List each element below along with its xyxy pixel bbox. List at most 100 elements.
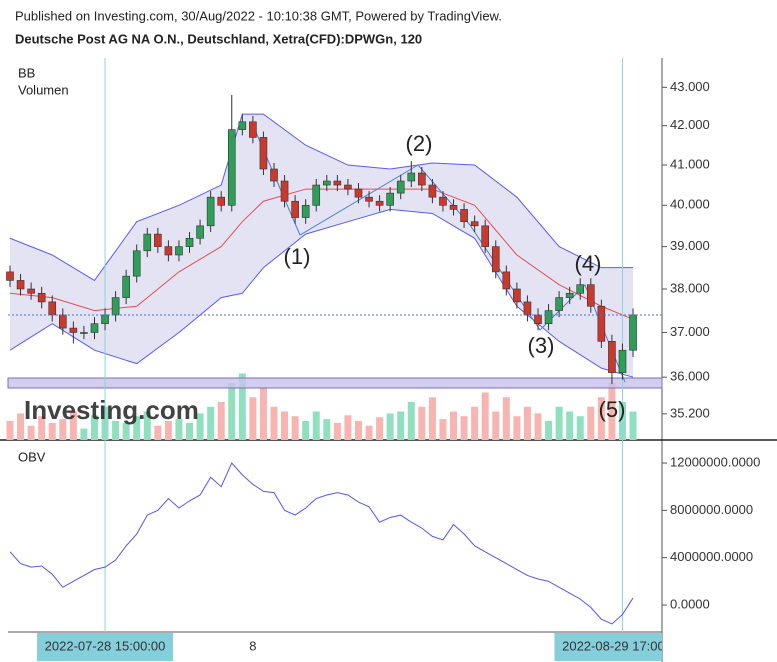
volume-bar: [460, 416, 468, 440]
candle-body: [58, 314, 67, 329]
candle-body: [90, 323, 99, 333]
volume-bar: [376, 417, 384, 440]
indicator-label: Volumen: [18, 82, 69, 97]
y-tick-label: 0.0000: [670, 596, 710, 611]
candle-body: [259, 137, 268, 170]
y-tick-label: 40.000: [670, 197, 710, 212]
volume-bar: [450, 411, 458, 440]
candle-body: [101, 314, 109, 324]
volume-bar: [418, 406, 426, 440]
y-tick-label: 8000000.0000: [670, 502, 753, 517]
volume-bar: [629, 411, 637, 440]
volume-bar: [566, 411, 574, 440]
y-tick-label: 35.200: [670, 405, 710, 420]
wave-label: (3): [528, 333, 555, 358]
candle-body: [470, 221, 479, 227]
candle-body: [206, 196, 215, 227]
volume-bar: [270, 406, 278, 440]
watermark: Investing.com: [24, 395, 199, 425]
candle-body: [365, 196, 373, 202]
volume-bar: [397, 411, 405, 440]
volume-bar: [333, 422, 341, 440]
volume-bar: [112, 421, 120, 440]
volume-bar: [344, 415, 352, 440]
candle-body: [80, 332, 88, 334]
candle-body: [143, 233, 152, 252]
candle-body: [354, 188, 363, 198]
volume-bar: [545, 421, 553, 440]
candle-body: [175, 246, 183, 256]
y-tick-label: 36.000: [670, 369, 710, 384]
candle-body: [608, 341, 616, 373]
obv-line: [9, 462, 634, 625]
candle-body: [196, 225, 204, 239]
volume-bar: [555, 406, 563, 440]
volume-bar: [6, 421, 14, 440]
band-lower: [9, 208, 634, 378]
volume-bar: [492, 411, 500, 440]
candle-body: [629, 314, 637, 351]
candle-body: [481, 225, 490, 247]
volume-bar: [38, 416, 46, 440]
volume-bar: [133, 416, 141, 440]
x-tick-label: 2022-07-28 15:00:00: [45, 638, 166, 653]
candle-body: [122, 275, 130, 298]
y-tick-label: 43.000: [670, 79, 710, 94]
volume-bar: [69, 411, 77, 440]
chart-title: Deutsche Post AG NA O.N., Deutschland, X…: [15, 31, 422, 46]
volume-bar: [576, 416, 584, 440]
candle-body: [164, 246, 173, 256]
candle-body: [16, 280, 25, 290]
volume-bar: [365, 425, 373, 440]
obv-label: OBV: [18, 449, 46, 464]
wave-label: (1): [284, 244, 311, 269]
candle-body: [217, 196, 225, 206]
candle-body: [69, 327, 78, 333]
volume-bar: [207, 406, 215, 440]
candle-body: [6, 271, 14, 281]
candle-body: [185, 237, 194, 247]
candle-body: [227, 129, 236, 206]
candle-body: [27, 288, 35, 294]
volume-bar: [186, 422, 194, 440]
candle-body: [534, 314, 542, 324]
volume-bar: [407, 402, 415, 440]
candle-body: [565, 292, 574, 298]
candle-body: [238, 121, 247, 130]
candle-body: [291, 200, 299, 218]
x-label-box: [37, 633, 174, 661]
candle-body: [523, 301, 532, 316]
volume-bar: [143, 411, 151, 440]
x-label-box: [554, 633, 662, 661]
volume-bar: [90, 415, 98, 440]
volume-bar: [217, 402, 225, 440]
candle-body: [249, 121, 257, 138]
candle-body: [491, 246, 500, 273]
volume-bar: [428, 397, 436, 440]
plot: Investing.com 43.000 42.000 41.000 40.000 39.…: [6, 58, 760, 661]
wave-label: (4): [575, 251, 602, 276]
wave-label: (2): [406, 131, 433, 156]
y-tick-label: 37.000: [670, 324, 710, 339]
candle-body: [280, 180, 289, 202]
volume-bar: [249, 397, 257, 440]
candle-body: [322, 180, 331, 186]
volume-bar: [386, 413, 394, 440]
candle-body: [586, 284, 595, 307]
volume-bar: [323, 419, 331, 440]
band-fill: [10, 114, 634, 378]
volume-bar: [608, 383, 616, 440]
y-tick-label: 42.000: [670, 117, 710, 132]
candle-body: [375, 200, 384, 206]
candle-body: [333, 180, 342, 186]
y-tick-label: 39.000: [670, 238, 710, 253]
volume-bar: [175, 419, 183, 440]
indicator-label: BB: [18, 65, 35, 80]
candle-body: [513, 288, 521, 303]
candle-body: [386, 192, 394, 206]
y-tick-label: 4000000.0000: [670, 549, 753, 564]
volume-bar: [481, 392, 489, 440]
candle-body: [544, 310, 553, 324]
